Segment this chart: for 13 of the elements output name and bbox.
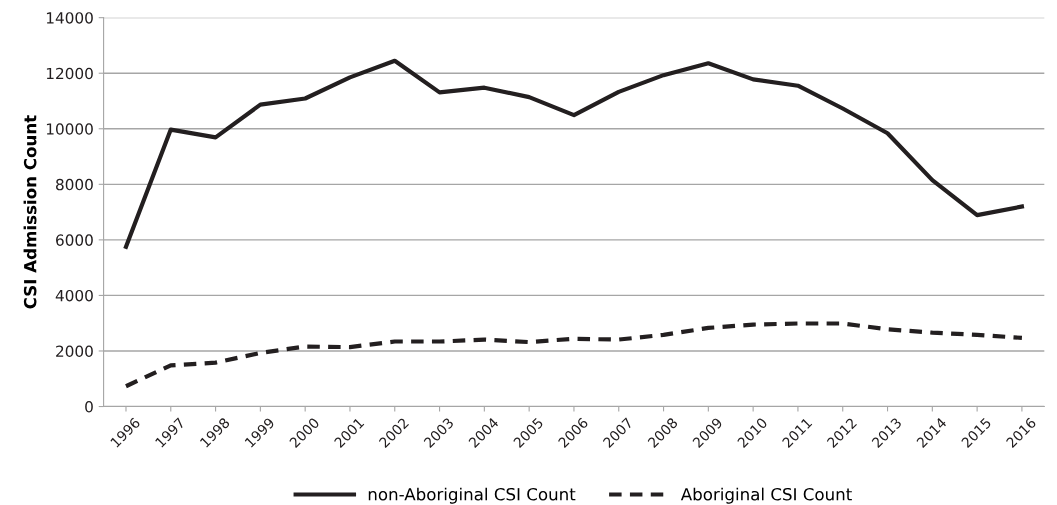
y-tick-label: 12000 xyxy=(46,67,93,80)
y-tick-label: 0 xyxy=(85,400,93,413)
y-tick-label: 10000 xyxy=(46,123,93,135)
legend-label: non-Aboriginal CSI Count xyxy=(368,487,576,504)
y-tick-label: 2000 xyxy=(56,345,93,357)
line-series xyxy=(123,58,1025,249)
y-tick-label: 14000 xyxy=(46,12,93,24)
y-axis-title: CSI Admission Count xyxy=(23,115,37,309)
line-series xyxy=(123,321,1025,389)
y-tick-label: 6000 xyxy=(56,234,93,246)
y-tick-label: 4000 xyxy=(55,289,93,302)
y-tick-label: 8000 xyxy=(56,178,93,191)
legend-label: Aboriginal CSI Count xyxy=(680,487,852,504)
